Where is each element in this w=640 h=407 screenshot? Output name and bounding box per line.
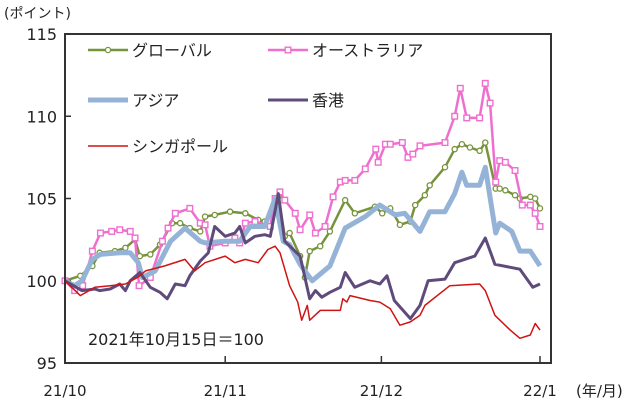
data-point bbox=[416, 142, 424, 150]
data-point bbox=[226, 208, 234, 215]
data-point bbox=[131, 234, 139, 242]
data-point bbox=[329, 193, 337, 201]
data-point bbox=[441, 139, 449, 147]
data-point bbox=[398, 139, 406, 147]
data-point bbox=[451, 112, 459, 120]
data-point bbox=[476, 114, 484, 122]
data-point bbox=[351, 176, 359, 184]
data-point bbox=[372, 145, 380, 153]
data-point bbox=[481, 79, 489, 87]
data-point bbox=[341, 176, 349, 184]
x-axis-unit-label: (年/月) bbox=[576, 382, 623, 400]
data-point bbox=[171, 209, 179, 217]
data-point bbox=[466, 144, 474, 151]
x-tick-label: 21/10 bbox=[43, 382, 86, 400]
data-point bbox=[306, 247, 313, 255]
data-point bbox=[341, 196, 349, 204]
data-point bbox=[501, 158, 509, 166]
data-point bbox=[536, 205, 544, 212]
legend-label: 香港 bbox=[312, 91, 344, 110]
data-point bbox=[136, 252, 144, 260]
data-point bbox=[511, 167, 519, 175]
y-tick-label: 115 bbox=[26, 25, 57, 44]
data-point bbox=[291, 209, 299, 217]
data-point bbox=[361, 165, 369, 173]
data-point bbox=[242, 210, 249, 217]
data-point bbox=[496, 185, 503, 192]
data-point bbox=[186, 204, 194, 212]
data-point bbox=[296, 226, 304, 234]
data-point bbox=[108, 227, 116, 235]
data-point bbox=[164, 224, 172, 232]
data-point bbox=[96, 229, 104, 237]
data-point bbox=[441, 163, 449, 171]
data-point bbox=[321, 222, 329, 230]
data-point bbox=[135, 282, 143, 290]
legend-label: グローバル bbox=[132, 41, 212, 60]
data-point bbox=[116, 226, 124, 234]
data-point bbox=[147, 251, 154, 258]
data-point bbox=[426, 182, 433, 189]
data-point bbox=[463, 114, 471, 122]
data-point bbox=[458, 140, 466, 148]
data-point bbox=[411, 201, 419, 209]
y-tick-label: 110 bbox=[26, 107, 57, 126]
legend-marker bbox=[104, 46, 112, 54]
legend-marker bbox=[284, 46, 292, 54]
data-point bbox=[176, 219, 184, 227]
data-point bbox=[396, 221, 404, 229]
data-point bbox=[88, 247, 96, 255]
data-point bbox=[286, 229, 293, 237]
data-point bbox=[476, 147, 483, 155]
data-point bbox=[374, 158, 382, 166]
data-point bbox=[511, 191, 519, 199]
data-point bbox=[482, 139, 489, 146]
data-point bbox=[496, 157, 504, 165]
data-point bbox=[281, 196, 289, 204]
x-tick-label: 22/1 bbox=[523, 382, 557, 400]
data-point bbox=[518, 201, 526, 209]
data-point bbox=[409, 150, 417, 158]
data-point bbox=[122, 244, 129, 252]
data-point bbox=[526, 201, 534, 209]
data-point bbox=[126, 227, 134, 235]
y-tick-label: 95 bbox=[37, 354, 57, 373]
data-point bbox=[201, 221, 209, 229]
data-point bbox=[451, 145, 458, 153]
data-point bbox=[486, 99, 494, 107]
y-tick-label: 100 bbox=[26, 272, 57, 291]
data-point bbox=[492, 178, 500, 186]
data-point bbox=[531, 195, 539, 202]
data-point bbox=[456, 84, 464, 92]
data-point bbox=[386, 140, 394, 148]
legend-label: アジア bbox=[132, 91, 179, 110]
data-point bbox=[201, 213, 209, 220]
data-point bbox=[378, 210, 386, 217]
data-point bbox=[316, 242, 324, 250]
data-point bbox=[197, 228, 204, 235]
data-point bbox=[251, 218, 259, 226]
base-date-annotation: 2021年10月15日＝100 bbox=[88, 330, 264, 349]
legend-label: オーストラリア bbox=[312, 41, 423, 60]
data-point bbox=[351, 210, 359, 217]
data-point bbox=[502, 187, 509, 194]
y-axis-unit-label: (ポイント) bbox=[4, 6, 71, 22]
y-tick-label: 105 bbox=[26, 190, 57, 209]
data-point bbox=[326, 228, 334, 235]
data-point bbox=[306, 211, 314, 219]
data-point bbox=[531, 209, 539, 217]
data-point bbox=[536, 222, 544, 230]
plot-frame bbox=[64, 33, 552, 364]
data-point bbox=[241, 219, 249, 227]
data-point bbox=[421, 191, 429, 199]
data-point bbox=[211, 211, 218, 219]
data-point bbox=[311, 229, 319, 237]
series-line-4 bbox=[64, 245, 541, 340]
legend-label: シンガポール bbox=[132, 137, 228, 156]
series-line-2 bbox=[63, 164, 543, 289]
data-point bbox=[158, 237, 166, 245]
x-tick-label: 21/11 bbox=[204, 382, 247, 400]
x-tick-label: 21/12 bbox=[360, 382, 403, 400]
